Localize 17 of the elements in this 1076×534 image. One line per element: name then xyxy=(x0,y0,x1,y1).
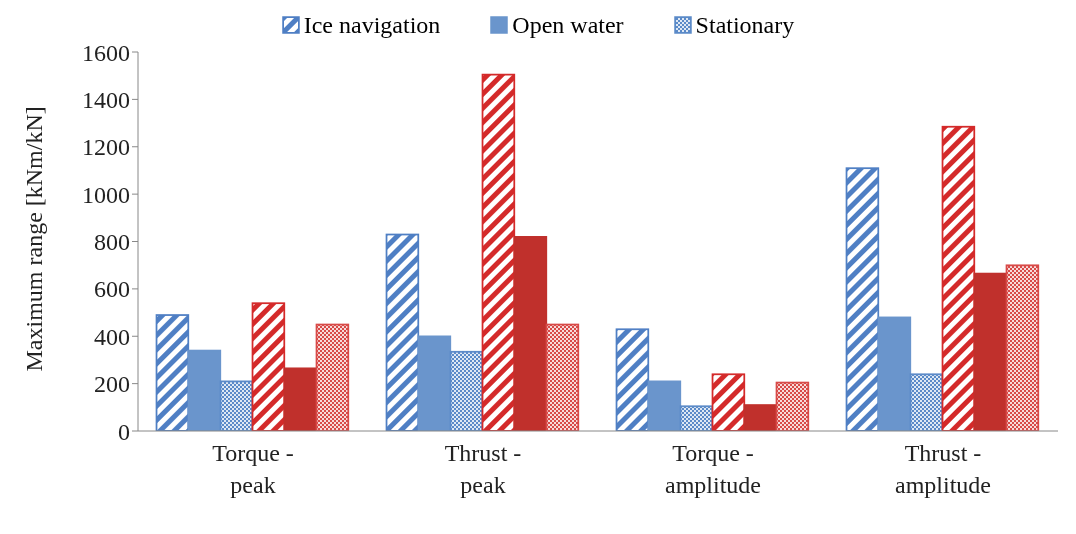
legend-label: Open water xyxy=(512,11,624,39)
y-tick-label: 0 xyxy=(118,418,130,445)
y-tick-label: 1600 xyxy=(82,39,130,66)
x-tick-label: Torque - amplitude xyxy=(665,440,761,498)
y-tick-label: 1000 xyxy=(82,181,130,208)
y-tick-label: 200 xyxy=(94,371,130,398)
x-tick-label: Thrust - peak xyxy=(444,440,522,498)
legend-label: Ice navigation xyxy=(303,11,441,39)
y-tick-label: 400 xyxy=(94,323,130,350)
y-tick-label: 1200 xyxy=(82,134,130,161)
y-tick-label: 600 xyxy=(94,276,130,303)
y-tick-label: 800 xyxy=(94,229,130,256)
y-axis-title: Maximum range [kNm/kN] xyxy=(20,106,47,372)
x-tick-label: Torque - peak xyxy=(212,440,294,498)
x-tick-label: Thrust - amplitude xyxy=(895,440,991,498)
y-tick-label: 1400 xyxy=(82,86,130,113)
legend-label: Stationary xyxy=(695,11,795,39)
